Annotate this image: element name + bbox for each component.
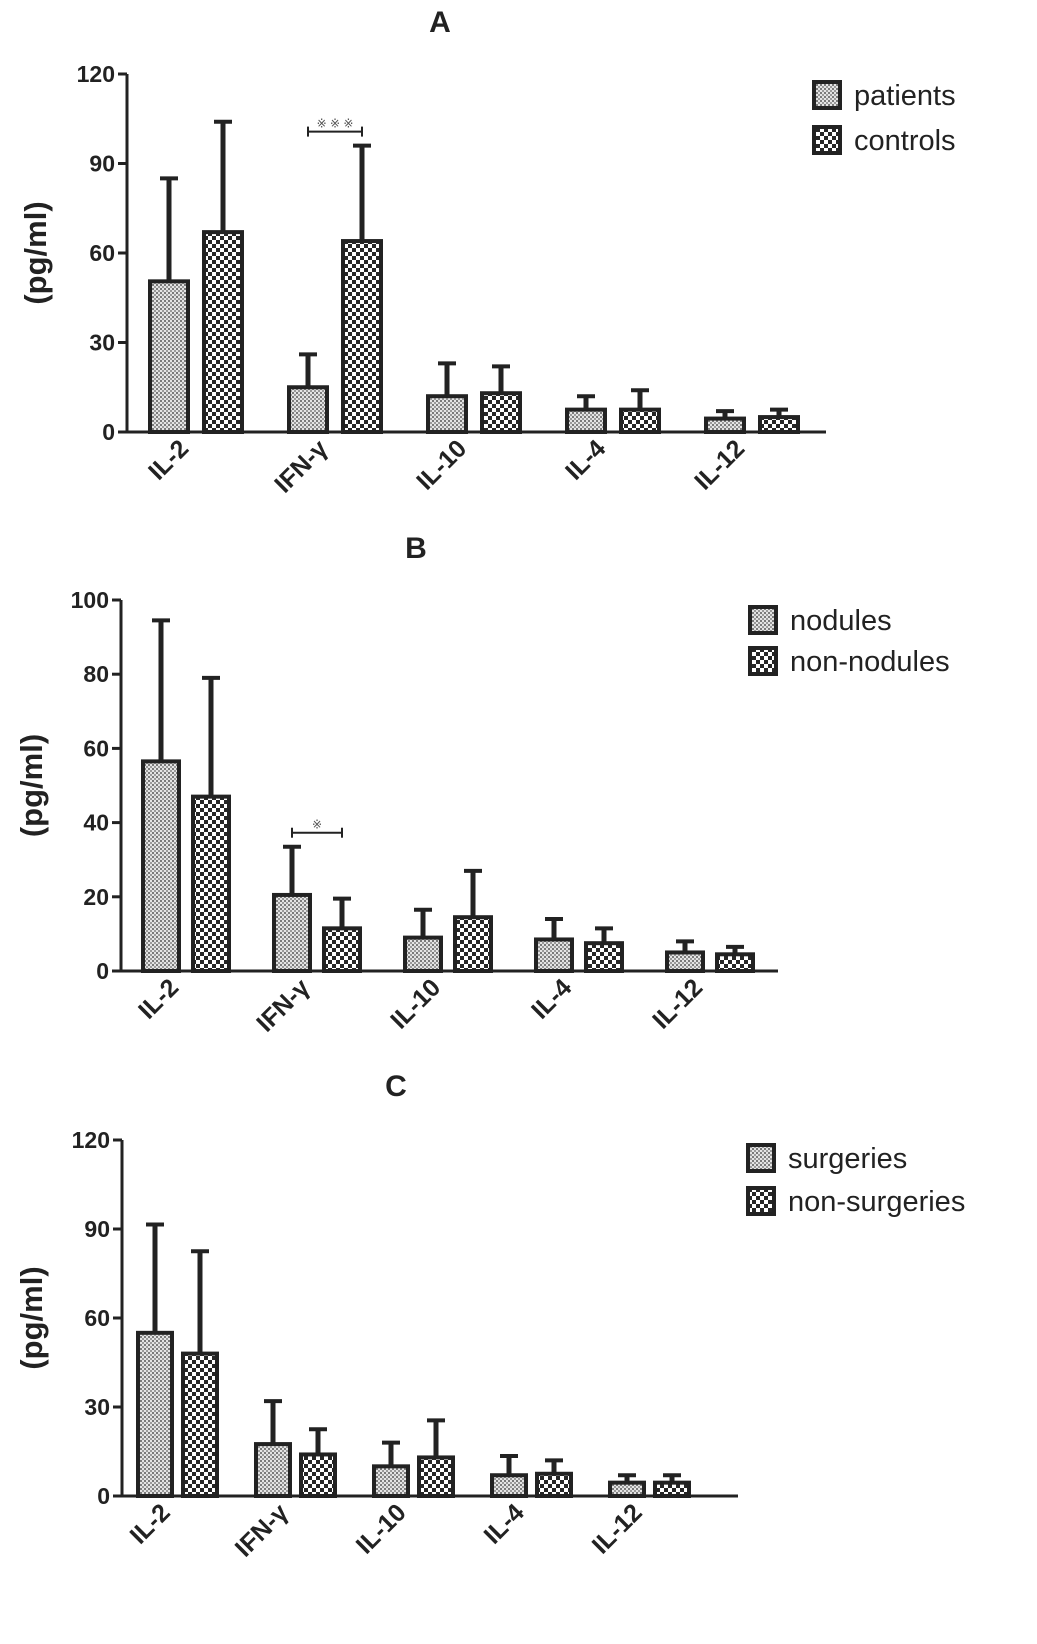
y-tick-label: 120 xyxy=(72,1127,110,1153)
bar-patients xyxy=(565,407,607,434)
legend-swatch-nodules xyxy=(748,605,778,635)
x-tick-label: IL-2 xyxy=(143,434,194,485)
bar-controls xyxy=(341,239,383,434)
legend-label: non-surgeries xyxy=(788,1186,965,1218)
legend-label: surgeries xyxy=(788,1143,907,1175)
bar-controls xyxy=(619,407,661,434)
bar-surgeries xyxy=(254,1442,292,1499)
bar-nodules xyxy=(141,759,181,974)
chart-panel-c: C (pg/ml) 0 30 60 90 120 IL-2 IFN-γ IL-10 IL-4 IL-1… xyxy=(14,1070,965,1562)
bar-surgeries xyxy=(490,1473,528,1498)
x-tick-label: IL-4 xyxy=(479,1498,530,1549)
y-tick-label: 30 xyxy=(84,1394,110,1420)
x-tick-label: IL-12 xyxy=(587,1498,648,1559)
x-tick-label: IL-10 xyxy=(411,434,472,495)
y-tick-label: 100 xyxy=(71,587,109,613)
bar-nodules xyxy=(534,937,574,974)
x-tick-label: IL-10 xyxy=(385,973,446,1034)
x-tick-label: IFN-γ xyxy=(251,973,315,1037)
x-tick-label: IL-10 xyxy=(351,1498,412,1559)
x-tick-label: IFN-γ xyxy=(230,1498,294,1562)
bar-controls xyxy=(480,391,522,435)
significance-label: ※ ※ ※ xyxy=(317,117,354,131)
y-axis-label: (pg/ml) xyxy=(18,201,53,304)
x-tick-label: IL-4 xyxy=(526,973,577,1024)
bar-surgeries xyxy=(136,1330,174,1499)
bar-non-nodules xyxy=(322,926,362,974)
bar-surgeries xyxy=(372,1464,410,1499)
legend-swatch-controls xyxy=(812,125,842,155)
y-tick-label: 60 xyxy=(83,735,109,761)
y-tick-label: 0 xyxy=(97,1483,110,1509)
y-tick-label: 90 xyxy=(89,151,115,177)
bar-nodules xyxy=(665,950,705,974)
panel-title: B xyxy=(405,532,427,565)
y-tick-label: 30 xyxy=(89,330,115,356)
y-tick-label: 20 xyxy=(83,884,109,910)
bar-non-surgeries xyxy=(535,1471,573,1498)
bar-surgeries xyxy=(608,1480,646,1499)
bar-nodules xyxy=(272,892,312,974)
legend-label: nodules xyxy=(790,605,892,637)
bar-non-surgeries xyxy=(653,1480,691,1499)
legend-swatch-non-surgeries xyxy=(746,1186,776,1216)
bar-patients xyxy=(704,416,746,435)
y-tick-label: 0 xyxy=(96,958,109,984)
x-tick-label: IL-2 xyxy=(133,973,184,1024)
x-tick-label: IL-12 xyxy=(689,434,750,495)
chart-panel-b: B (pg/ml) 0 20 40 60 80 100 IL-2 IFN-γ IL-10 IL-4 IL… xyxy=(14,532,950,1037)
bar-nodules xyxy=(403,935,443,973)
bar-non-surgeries xyxy=(299,1452,337,1499)
bar-patients xyxy=(426,394,468,435)
y-axis-label: (pg/ml) xyxy=(14,734,49,837)
y-tick-label: 60 xyxy=(84,1305,110,1331)
y-tick-label: 0 xyxy=(102,419,115,445)
bar-non-nodules xyxy=(584,941,624,973)
bar-non-surgeries xyxy=(417,1455,455,1499)
bar-non-nodules xyxy=(715,952,755,973)
x-tick-label: IL-2 xyxy=(125,1498,176,1549)
bar-non-nodules xyxy=(191,794,231,973)
legend-swatch-patients xyxy=(812,80,842,110)
y-tick-label: 60 xyxy=(89,240,115,266)
chart-panel-a: A (pg/ml) 0 30 60 90 120 IL-2 IFN-γ IL-10 IL-4 IL-1… xyxy=(18,6,956,498)
y-axis-label: (pg/ml) xyxy=(14,1266,49,1369)
legend-swatch-surgeries xyxy=(746,1143,776,1173)
bar-controls xyxy=(202,230,244,434)
legend-swatch-non-nodules xyxy=(748,646,778,676)
bar-patients xyxy=(148,279,190,435)
x-tick-label: IL-4 xyxy=(560,434,611,485)
y-tick-label: 40 xyxy=(83,810,109,836)
bar-controls xyxy=(758,415,800,435)
bar-non-surgeries xyxy=(181,1351,219,1498)
panel-title: C xyxy=(385,1070,407,1103)
legend-label: patients xyxy=(854,80,956,112)
y-tick-label: 80 xyxy=(83,661,109,687)
panel-title: A xyxy=(429,6,451,39)
y-tick-label: 120 xyxy=(77,61,115,87)
legend-label: controls xyxy=(854,125,956,157)
bar-non-nodules xyxy=(453,915,493,974)
significance-label: ※ xyxy=(312,818,322,832)
legend-label: non-nodules xyxy=(790,646,950,678)
y-tick-label: 90 xyxy=(84,1216,110,1242)
bar-patients xyxy=(287,385,329,434)
x-tick-label: IL-12 xyxy=(647,973,708,1034)
x-tick-label: IFN-γ xyxy=(269,434,333,498)
